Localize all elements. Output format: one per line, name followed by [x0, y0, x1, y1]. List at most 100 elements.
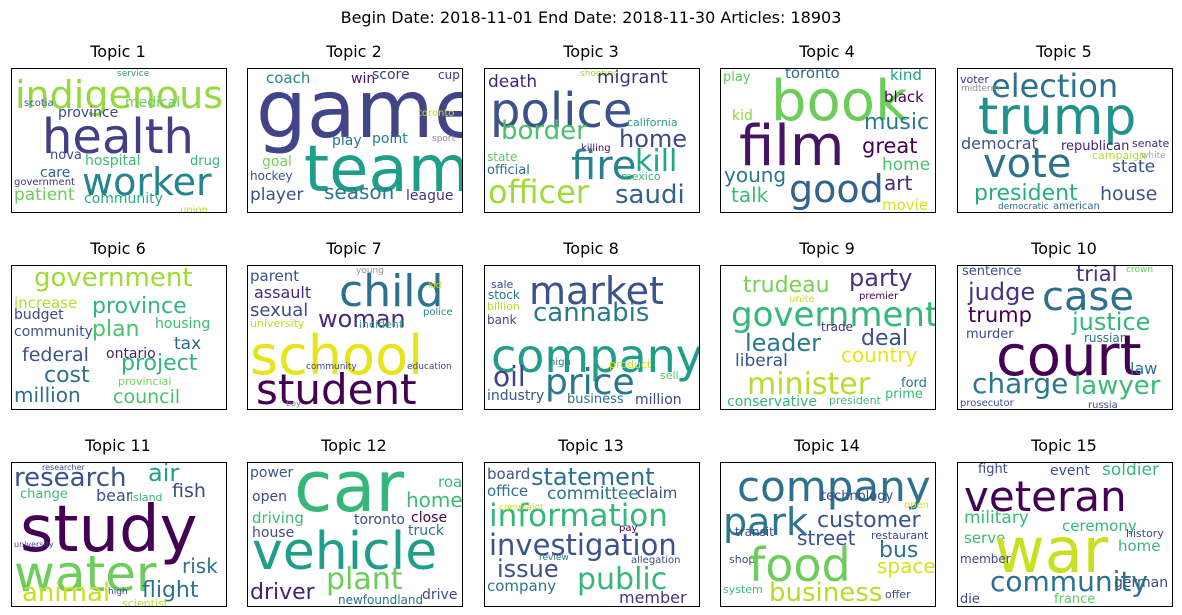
word-cloud-word: senate — [1132, 137, 1170, 150]
word-cloud-word: toronto — [418, 108, 454, 119]
word-cloud-word: black — [884, 88, 924, 106]
word-cloud-word: bus — [879, 538, 918, 563]
word-cloud-word: customer — [817, 508, 922, 533]
word-cloud-word: game — [256, 69, 462, 156]
word-cloud-word: information — [489, 498, 668, 534]
word-cloud-word: air — [148, 463, 179, 487]
word-cloud-word: prosecutor — [960, 398, 1015, 409]
word-cloud-word: business — [769, 578, 882, 606]
word-cloud-word: committee — [547, 484, 639, 504]
word-cloud-word: democrat — [961, 134, 1038, 153]
word-cloud-word: democratic — [998, 202, 1049, 212]
word-cloud-word: point — [372, 131, 408, 147]
word-cloud-word: charge — [972, 367, 1068, 400]
word-cloud-word: food — [749, 538, 851, 592]
word-cloud-word: public — [577, 562, 667, 597]
word-cloud-word: conservative — [727, 394, 817, 409]
word-cloud-word: russian — [1084, 331, 1127, 345]
word-cloud-word: event — [1050, 463, 1090, 479]
word-cloud-word: party — [849, 266, 912, 292]
word-cloud-word: market — [529, 269, 664, 313]
word-cloud-word: study — [20, 493, 198, 567]
word-cloud-word: trial — [1076, 266, 1117, 286]
word-cloud-word: season — [324, 180, 394, 204]
word-cloud-word: judge — [967, 278, 1035, 306]
word-cloud-word: nova — [50, 148, 82, 163]
word-cloud-word: school — [250, 324, 423, 387]
word-cloud-word: stock — [488, 288, 520, 302]
word-cloud-word: president — [829, 394, 882, 407]
word-cloud-word: restaurant — [871, 529, 929, 542]
word-cloud-word: justice — [1071, 308, 1150, 336]
word-cloud-word: boy — [286, 399, 301, 408]
word-cloud-word: campaign — [1092, 149, 1146, 162]
word-cloud-word: german — [1114, 575, 1168, 591]
word-cloud-word: project — [121, 351, 198, 376]
word-cloud-word: home — [882, 155, 930, 175]
word-cloud-word: fire — [571, 143, 636, 189]
word-cloud-word: researcher — [42, 463, 86, 472]
word-cloud-word: republican — [1061, 139, 1129, 154]
word-cloud-word: scientist — [122, 597, 169, 606]
topic-title: Topic 10 — [1031, 239, 1097, 258]
word-cloud-word: play — [332, 133, 362, 149]
word-cloud-word: talk — [731, 183, 769, 207]
word-cloud-word: mexico — [621, 170, 661, 183]
word-cloud-word: patient — [14, 185, 75, 205]
word-cloud-word: power — [250, 465, 294, 481]
word-cloud-word: kind — [890, 69, 922, 84]
word-cloud-word: france — [1054, 592, 1095, 606]
word-cloud-word: assault — [254, 283, 311, 302]
word-cloud-panel: young parent child kid assault sexual woman pol… — [247, 265, 463, 410]
word-cloud-word: war — [994, 514, 1109, 587]
topic-title: Topic 13 — [558, 436, 624, 455]
word-cloud-word: american — [1053, 201, 1100, 212]
word-cloud-word: tax — [174, 334, 201, 354]
word-cloud-word: road — [438, 473, 462, 491]
word-cloud-word: goal — [262, 154, 292, 170]
word-cloud-word: business — [567, 392, 624, 407]
word-cloud-word: team — [304, 133, 462, 207]
word-cloud-word: worker — [82, 160, 212, 204]
word-cloud-word: art — [884, 171, 912, 195]
word-cloud-word: officer — [488, 173, 590, 211]
topic-title: Topic 8 — [563, 239, 619, 258]
word-cloud-word: child — [339, 266, 443, 317]
word-cloud-word: crown — [1126, 266, 1153, 275]
word-cloud-word: police — [423, 307, 453, 318]
word-cloud-panel: fight event soldier veteran military ceremony… — [957, 462, 1173, 607]
word-cloud-word: island — [130, 491, 163, 504]
word-cloud-word: sexual — [250, 300, 308, 321]
word-cloud-word: liberal — [735, 351, 788, 371]
word-cloud-word: community — [14, 324, 93, 340]
word-cloud-word: good — [789, 167, 884, 211]
word-cloud-word: union — [180, 205, 208, 212]
word-cloud-word: trump — [978, 87, 1136, 147]
word-cloud-word: cup — [438, 69, 460, 82]
word-cloud-word: federal — [22, 344, 89, 366]
word-cloud-word: case — [1042, 274, 1134, 320]
word-cloud-word: trudeau — [743, 273, 830, 298]
word-cloud-word: movie — [882, 196, 928, 212]
word-cloud-word: prime — [885, 387, 923, 402]
word-cloud-word: university — [250, 317, 305, 330]
word-cloud-word: ceremony — [1062, 517, 1137, 535]
word-cloud-word: university — [14, 540, 54, 549]
word-cloud-word: pay — [619, 523, 637, 534]
word-cloud-word: provincial — [118, 375, 171, 388]
word-cloud-word: death — [488, 72, 537, 92]
word-cloud-word: young — [724, 163, 786, 187]
word-cloud-word: ford — [901, 376, 927, 391]
word-cloud-word: leader — [745, 329, 821, 357]
word-cloud-word: million — [14, 383, 81, 407]
word-cloud-word: billion — [487, 300, 520, 313]
word-cloud-word: offer — [885, 588, 911, 601]
word-cloud-word: young — [356, 266, 384, 276]
word-cloud-word: house — [1100, 183, 1157, 205]
